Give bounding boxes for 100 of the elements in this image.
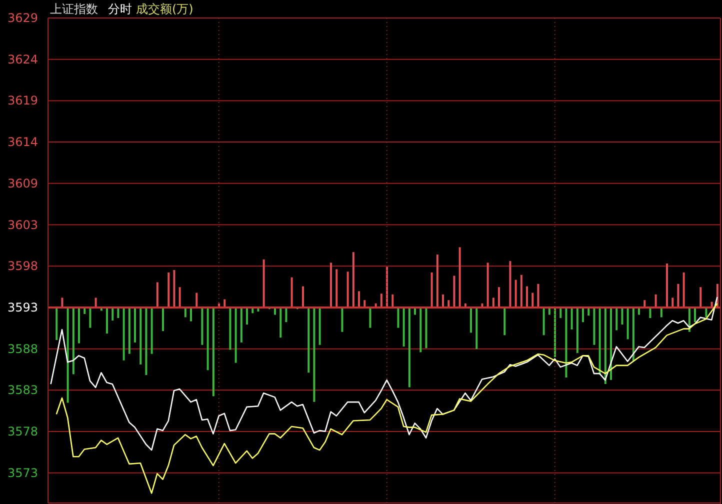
bar — [682, 272, 685, 308]
bar — [308, 307, 310, 373]
bar — [190, 307, 192, 322]
bar — [453, 276, 456, 308]
bar — [694, 307, 696, 322]
bar — [336, 269, 338, 308]
bar — [150, 307, 153, 354]
bar — [458, 247, 461, 308]
bar — [486, 262, 489, 308]
line-series — [56, 302, 718, 494]
bar — [700, 287, 702, 308]
bar — [128, 307, 130, 354]
bar — [576, 307, 578, 354]
chart-subtitle: 分时 — [108, 1, 132, 18]
bar — [156, 282, 158, 308]
bar — [520, 274, 522, 308]
bar — [616, 307, 618, 330]
bar — [570, 307, 573, 330]
bar — [582, 307, 584, 322]
bar — [61, 298, 64, 308]
bar — [168, 272, 170, 308]
bar — [677, 284, 680, 308]
line-series — [50, 296, 718, 451]
bar — [598, 307, 601, 374]
bar — [140, 307, 142, 364]
bar — [246, 307, 248, 325]
bar — [358, 291, 360, 308]
bar — [201, 307, 204, 345]
bar — [392, 294, 394, 308]
bar — [240, 307, 242, 342]
bar — [134, 307, 136, 342]
bar — [280, 307, 282, 338]
bar — [593, 307, 596, 345]
bar — [492, 298, 494, 308]
y-tick-label: 3598 — [7, 259, 38, 274]
bar — [542, 307, 545, 336]
bar — [436, 254, 438, 308]
bar — [425, 307, 428, 348]
bar — [285, 307, 288, 322]
y-tick-label: 3573 — [7, 466, 38, 480]
bar — [212, 307, 214, 396]
y-tick-label: 3588 — [7, 342, 38, 356]
bar — [313, 307, 316, 402]
bar — [654, 294, 657, 308]
bar — [173, 270, 176, 308]
bar — [610, 307, 612, 380]
bar — [262, 259, 265, 308]
y-tick-label: 3603 — [7, 218, 38, 232]
y-tick-label: 3629 — [7, 11, 38, 25]
bar — [565, 307, 568, 378]
bar — [666, 264, 668, 308]
bar — [145, 307, 148, 376]
bar — [537, 284, 540, 308]
bar — [442, 294, 444, 308]
bar — [89, 307, 92, 328]
bar — [626, 307, 629, 340]
bar — [112, 307, 114, 320]
bar — [94, 298, 97, 308]
y-tick-label: 3619 — [7, 94, 38, 108]
bar — [162, 307, 164, 332]
bar — [66, 307, 69, 403]
y-tick-label: 3624 — [7, 52, 38, 66]
text: 成交额(万) — [136, 1, 194, 18]
bar — [106, 307, 108, 334]
bar — [672, 298, 674, 308]
bar — [78, 307, 80, 344]
bar — [504, 307, 506, 336]
bar — [526, 286, 528, 308]
bar — [178, 287, 181, 308]
bar — [430, 272, 433, 308]
bar — [302, 286, 304, 308]
y-tick-label: 3609 — [7, 176, 38, 190]
bar — [476, 307, 478, 349]
bar — [498, 287, 500, 308]
bar — [632, 307, 634, 362]
bar — [72, 307, 74, 374]
bar — [621, 307, 624, 325]
bar — [420, 307, 422, 352]
bar — [290, 277, 293, 308]
bar — [196, 292, 198, 308]
y-tick-label: 3593 — [7, 300, 38, 314]
bar — [318, 307, 321, 345]
y-tick-label: 3583 — [7, 383, 38, 398]
bar — [56, 307, 58, 340]
chart-title: 上证指数 — [50, 1, 98, 18]
bar — [346, 272, 349, 308]
y-tick-label: 3578 — [7, 424, 38, 439]
bar — [206, 307, 209, 370]
bar — [234, 307, 237, 363]
bar — [509, 261, 512, 308]
bar — [402, 307, 405, 347]
bar — [470, 307, 472, 333]
bar — [408, 307, 410, 388]
bar — [352, 252, 354, 308]
bar — [397, 307, 400, 328]
bar — [229, 307, 232, 350]
y-tick-label: 3614 — [7, 135, 38, 150]
bar — [330, 262, 332, 308]
bar — [122, 307, 125, 360]
bar — [604, 307, 606, 384]
